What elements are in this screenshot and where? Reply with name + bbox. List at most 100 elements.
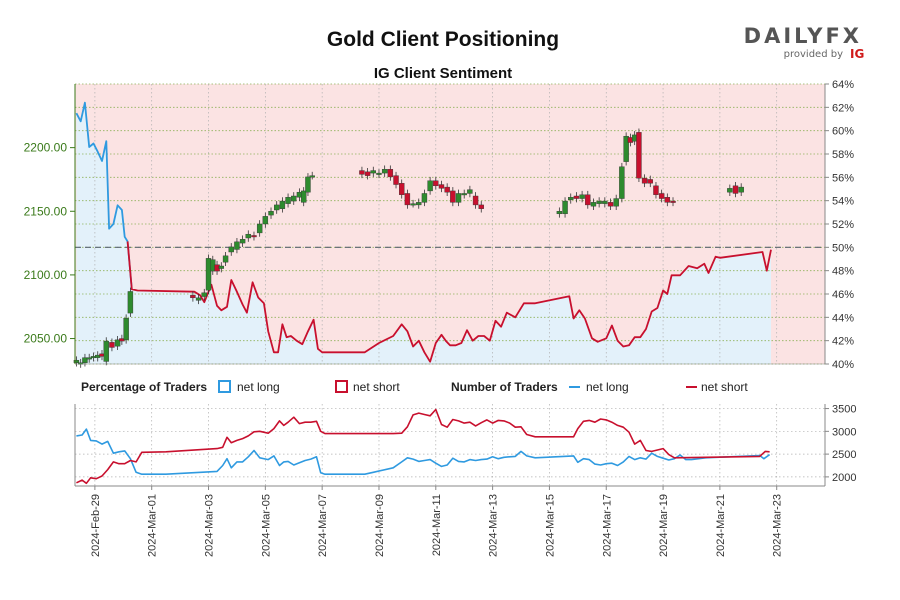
candle-body bbox=[73, 359, 80, 363]
legend-label-pct-long: net long bbox=[237, 380, 280, 394]
lower-axes: 2000 2500 3000 3500 2024-Feb-29 2024-Mar-01 20… bbox=[74, 404, 856, 557]
candle-body bbox=[647, 179, 653, 184]
candle-body bbox=[393, 175, 399, 185]
candle-body bbox=[658, 193, 665, 199]
candle-body bbox=[596, 200, 602, 204]
right-tick-label: 50% bbox=[832, 242, 854, 254]
main-axes: 2050.00 2100.00 2150.00 2200.00 40% 42% 44% 46%… bbox=[24, 79, 855, 371]
candle-body bbox=[636, 132, 642, 179]
candle-body bbox=[114, 339, 121, 347]
dailyfx-logo: DAILYFX provided by IG bbox=[744, 24, 865, 61]
right-tick-label: 44% bbox=[832, 312, 854, 324]
candle-body bbox=[732, 185, 739, 194]
x-tick-label: 2024-Mar-15 bbox=[544, 494, 556, 557]
x-tick-label: 2024-Mar-17 bbox=[601, 494, 613, 557]
candle-body bbox=[556, 211, 563, 215]
candle-body bbox=[416, 202, 422, 206]
legend-group-number: Number of Traders bbox=[451, 380, 558, 394]
candle-body bbox=[285, 197, 291, 204]
candle-body bbox=[478, 204, 484, 209]
candle-body bbox=[228, 246, 234, 253]
candle-body bbox=[404, 193, 411, 206]
candle-body bbox=[218, 265, 225, 269]
candle-body bbox=[274, 204, 280, 211]
x-tick-label: 2024-Mar-11 bbox=[431, 494, 443, 556]
net-short-count-line bbox=[76, 408, 770, 485]
candle-body bbox=[268, 211, 274, 216]
candle-body bbox=[438, 184, 445, 189]
right-tick-label: 40% bbox=[832, 359, 854, 371]
candle-body bbox=[387, 169, 394, 178]
candle-body bbox=[251, 235, 257, 238]
candle-body bbox=[641, 177, 648, 184]
candle-body bbox=[450, 190, 456, 203]
chart-subtitle: IG Client Sentiment bbox=[374, 65, 512, 82]
x-tick-label: 2024-Mar-09 bbox=[374, 494, 386, 557]
right-tick-label: 42% bbox=[832, 336, 854, 348]
x-tick-label: 2024-Mar-03 bbox=[204, 494, 216, 557]
right-tick-label: 60% bbox=[832, 126, 854, 138]
candle-body bbox=[309, 175, 315, 178]
lower-right-tick-label: 2000 bbox=[832, 472, 856, 484]
x-tick-label: 2024-Feb-29 bbox=[90, 494, 102, 557]
candle-body bbox=[86, 357, 92, 360]
candle-body bbox=[222, 255, 229, 263]
candle-body bbox=[590, 202, 597, 207]
candle-body bbox=[602, 200, 608, 204]
x-tick-label: 2024-Mar-19 bbox=[658, 494, 670, 557]
legend-label-num-long: net long bbox=[586, 380, 629, 394]
traders-count-series bbox=[76, 408, 771, 485]
candle-body bbox=[433, 180, 439, 187]
candle-body bbox=[291, 195, 297, 202]
candle-body bbox=[619, 166, 625, 199]
candle-body bbox=[364, 171, 371, 176]
candle-body bbox=[421, 193, 428, 203]
logo-wordmark: DAILYFX bbox=[744, 24, 862, 48]
candle-body bbox=[585, 194, 591, 206]
main-panel: 2050.00 2100.00 2150.00 2200.00 40% 42% 44% 46%… bbox=[24, 79, 855, 371]
candle-body bbox=[410, 203, 416, 206]
x-tick-label: 2024-Mar-23 bbox=[772, 494, 784, 557]
right-tick-label: 46% bbox=[832, 289, 854, 301]
candle-body bbox=[123, 317, 129, 341]
candle-body bbox=[664, 197, 671, 203]
lower-right-tick-label: 2500 bbox=[832, 449, 856, 461]
percent-long-line-above bbox=[75, 101, 133, 290]
candle-body bbox=[305, 176, 311, 193]
x-tick-label: 2024-Mar-01 bbox=[147, 494, 159, 557]
candle-body bbox=[381, 169, 388, 174]
candle-body bbox=[82, 357, 88, 363]
lower-right-tick-label: 3000 bbox=[832, 426, 856, 438]
candle-body bbox=[195, 297, 202, 301]
legend-swatch-pct-short bbox=[335, 380, 348, 393]
x-tick-label: 2024-Mar-13 bbox=[488, 494, 500, 557]
candle-body bbox=[239, 239, 246, 244]
traders-count-panel: 2000 2500 3000 3500 2024-Feb-29 2024-Mar-01 20… bbox=[74, 404, 856, 557]
candle-body bbox=[262, 216, 269, 225]
logo-ig-mark: IG bbox=[850, 47, 864, 61]
candle-body bbox=[623, 135, 629, 162]
candle-body bbox=[245, 233, 251, 239]
left-tick-label: 2100.00 bbox=[24, 268, 68, 282]
right-tick-label: 58% bbox=[832, 149, 854, 161]
x-tick-label: 2024-Mar-07 bbox=[317, 494, 329, 557]
lower-gridlines bbox=[75, 404, 825, 486]
candle-body bbox=[399, 183, 405, 195]
right-tick-label: 62% bbox=[832, 102, 854, 114]
candle-body bbox=[461, 193, 467, 196]
left-tick-label: 2050.00 bbox=[24, 332, 68, 346]
candle-body bbox=[613, 198, 619, 207]
candle-body bbox=[472, 195, 479, 206]
candle-body bbox=[190, 295, 196, 299]
x-tick-label: 2024-Mar-21 bbox=[715, 494, 727, 557]
candle-body bbox=[670, 200, 676, 203]
legend-label-num-short: net short bbox=[701, 380, 748, 394]
candle-body bbox=[279, 200, 286, 209]
candle-body bbox=[738, 186, 744, 193]
x-tick-label: 2024-Mar-05 bbox=[260, 494, 272, 557]
candle-body bbox=[234, 241, 240, 250]
left-tick-label: 2200.00 bbox=[24, 141, 68, 155]
candle-body bbox=[653, 185, 659, 195]
candle-body bbox=[444, 186, 450, 193]
legend-group-percentage: Percentage of Traders bbox=[81, 380, 207, 394]
